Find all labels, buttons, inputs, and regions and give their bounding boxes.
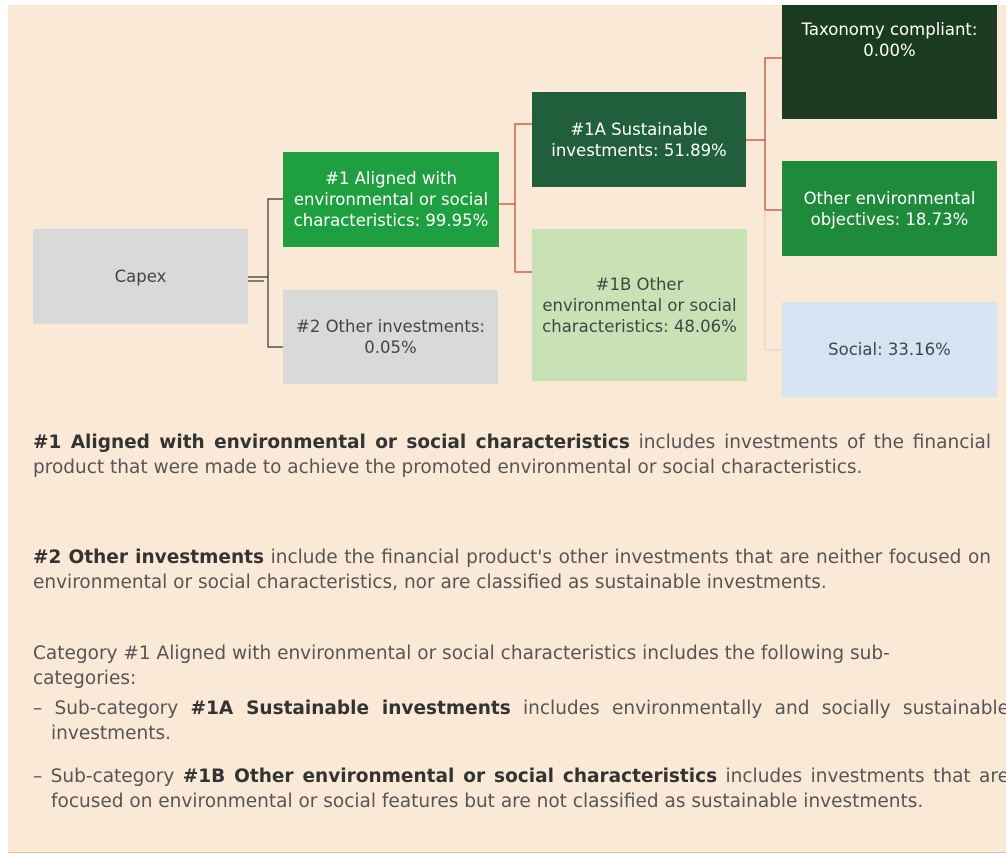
note-bold: #1 Aligned with environmental or social … [33, 432, 630, 453]
connectors [248, 57, 782, 351]
node-taxonomy: Taxonomy compliant: 0.00% [782, 5, 997, 119]
subcategory: – Sub-category #1A Sustainable investmen… [33, 696, 1006, 746]
note: #2 Other investments include the financi… [33, 545, 991, 595]
node-social: Social: 33.16% [782, 302, 997, 397]
note-bold: #2 Other investments [33, 547, 264, 568]
sub-prefix: – Sub-category [33, 698, 191, 719]
panel: Capex #1 Aligned with environmental or s… [8, 5, 1006, 853]
connector [746, 57, 782, 211]
sub-prefix: – Sub-category [33, 766, 183, 787]
node-capex: Capex [33, 229, 248, 324]
node-aligned: #1 Aligned with environmental or social … [283, 152, 499, 247]
node-other: #2 Other investments: 0.05% [283, 290, 498, 384]
sub-text: includes environmentally and socially su… [51, 698, 1006, 744]
sub-bold: #1A Sustainable investments [190, 698, 511, 719]
note-text: include the financial product's other in… [33, 547, 991, 593]
page-body: Capex #1 Aligned with environmental or s… [0, 5, 1006, 857]
node-sustainable: #1A Sustainable investments: 51.89% [532, 92, 746, 187]
node-other-env: Other environmental objectives: 18.73% [782, 161, 997, 256]
category-intro: Category #1 Aligned with environmental o… [33, 643, 890, 689]
connector [764, 210, 782, 351]
connector [248, 198, 283, 348]
subcategory: – Sub-category #1B Other environmental o… [33, 764, 1006, 814]
note: #1 Aligned with environmental or social … [33, 430, 991, 480]
node-other-es: #1B Other environmental or social charac… [532, 229, 747, 381]
sub-text: includes investments that are focused on… [51, 766, 1006, 812]
note-text: includes investments of the financial pr… [33, 432, 991, 478]
connector [499, 123, 532, 273]
sub-bold: #1B Other environmental or social charac… [182, 766, 718, 787]
